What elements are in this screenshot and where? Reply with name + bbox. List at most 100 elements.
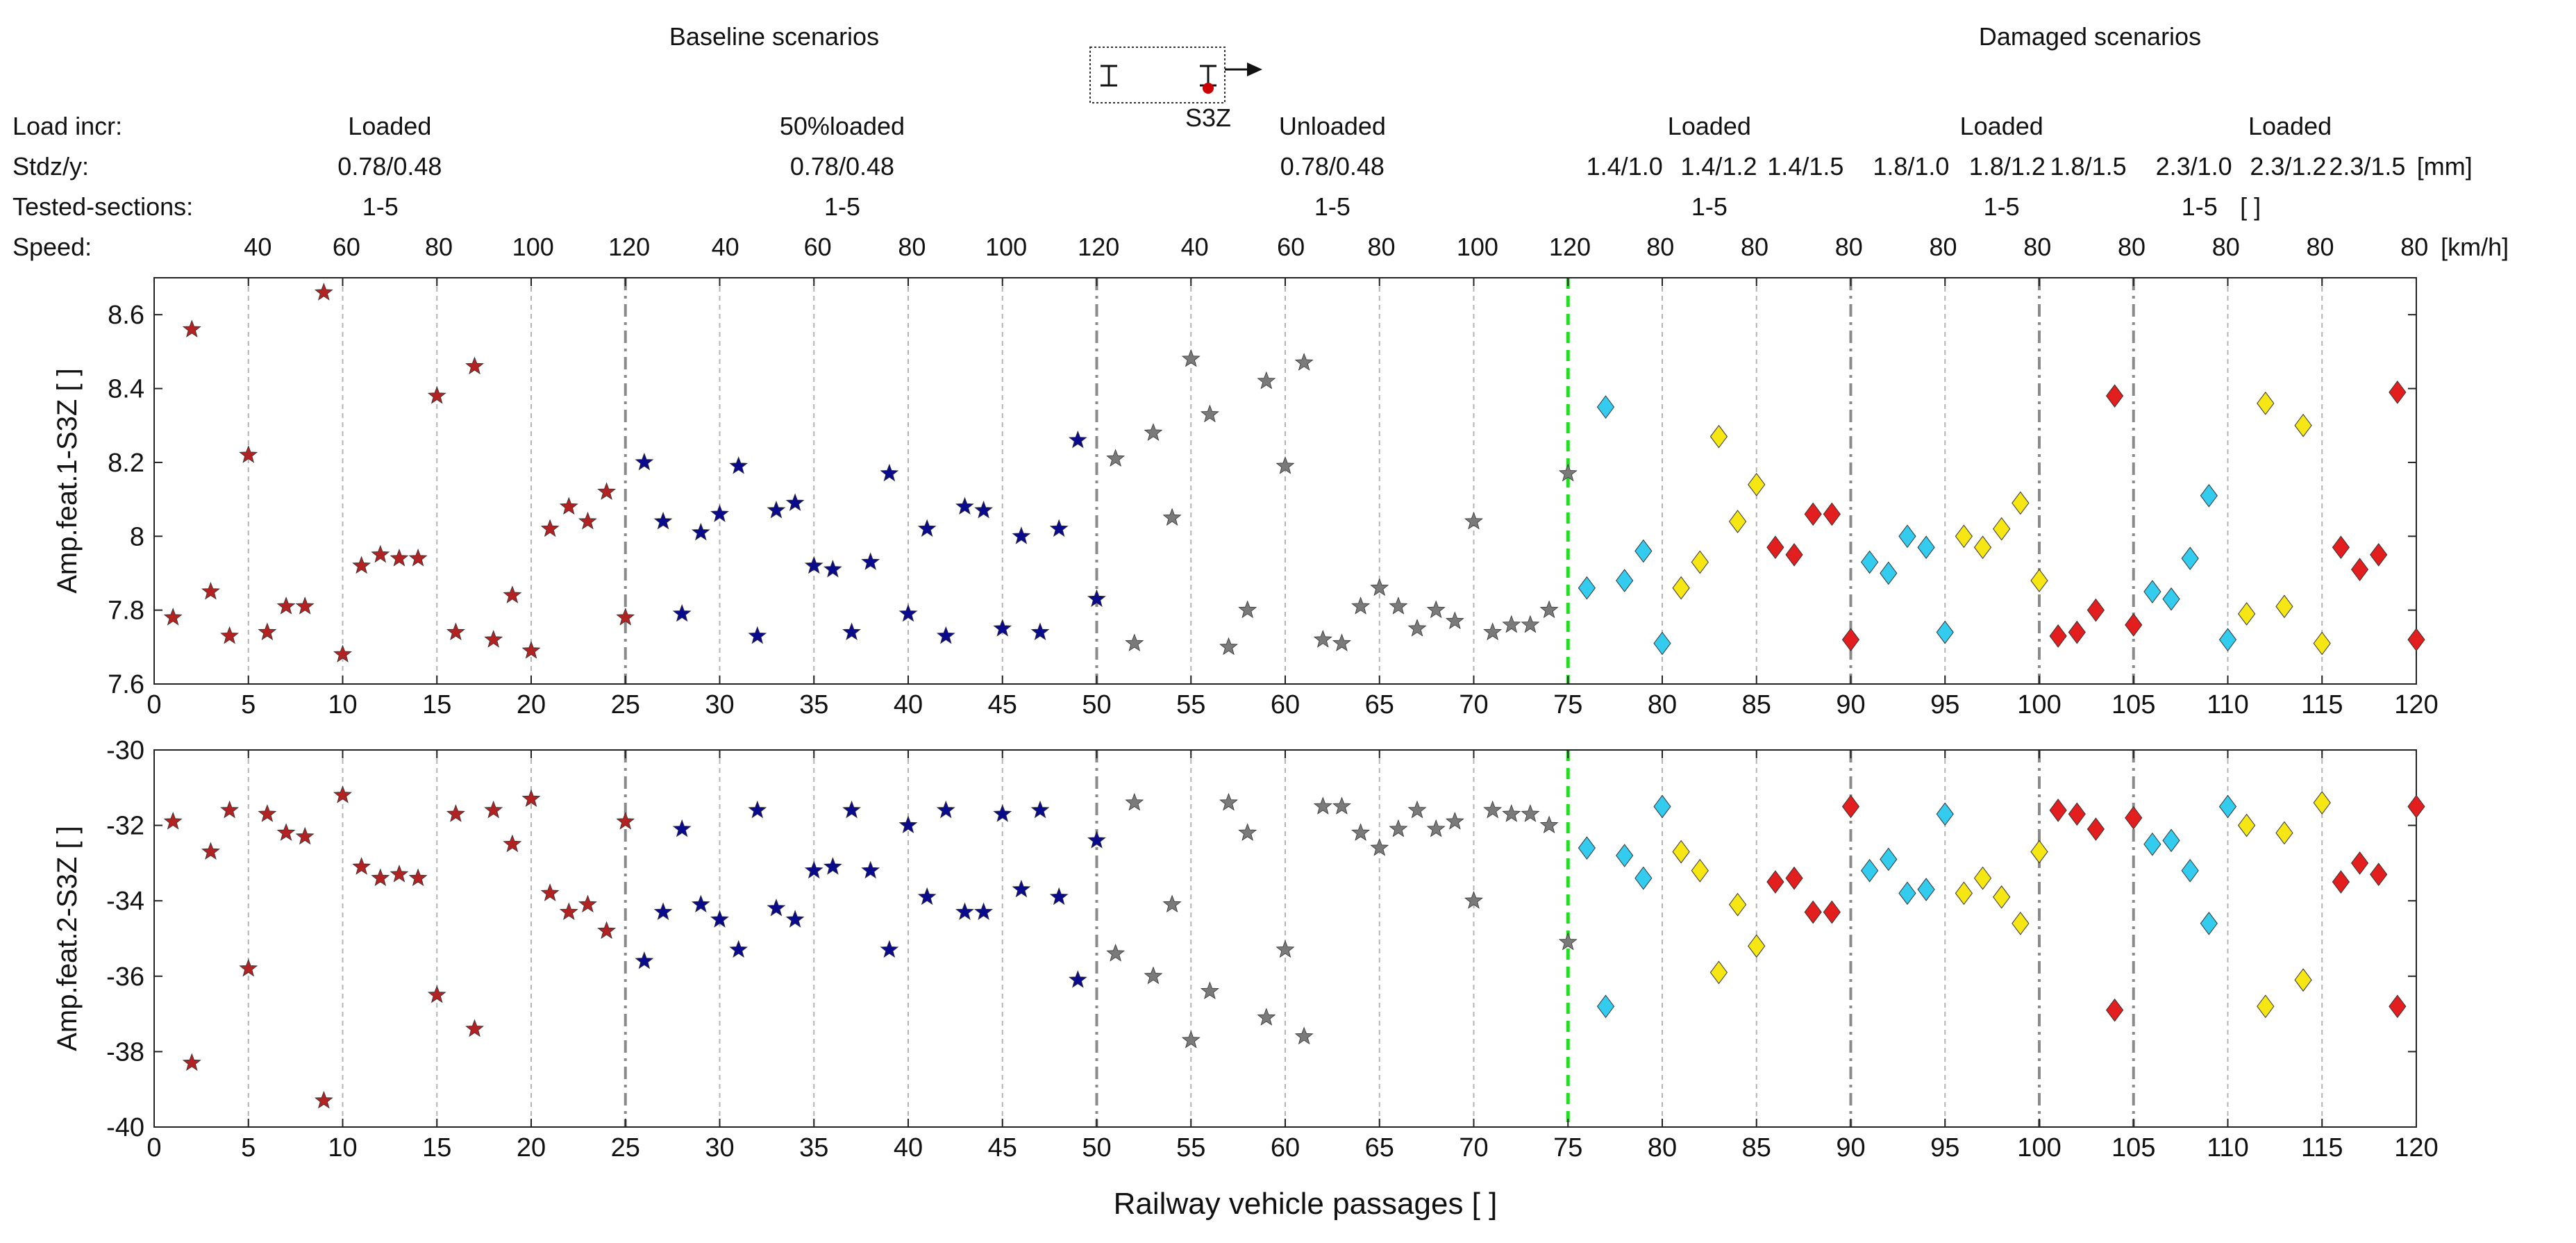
data-point-star	[484, 630, 503, 648]
x-tick-label: 35	[799, 690, 828, 719]
x-tick-label: 110	[2207, 1133, 2249, 1162]
x-tick-label: 35	[799, 1133, 828, 1162]
data-point-diamond	[1880, 561, 1898, 585]
data-point-star	[1049, 887, 1069, 906]
data-point-star	[559, 902, 578, 920]
stdz-label: 2.3/1.2	[2250, 152, 2326, 181]
load-label: Unloaded	[1279, 112, 1386, 140]
data-point-star	[1294, 353, 1314, 371]
data-point-star	[616, 812, 635, 830]
data-point-star	[993, 619, 1012, 637]
header-rows: Loaded 50%loaded Unloaded Loaded Loaded Loade…	[244, 112, 2509, 261]
data-point-diamond	[2257, 994, 2275, 1019]
data-point-star	[767, 898, 786, 917]
data-point-diamond	[1653, 794, 1671, 819]
speed-label: 60	[1277, 233, 1305, 261]
data-point-star	[1238, 823, 1257, 841]
speed-label: 80	[1367, 233, 1395, 261]
data-point-diamond	[1917, 535, 1935, 560]
data-point-star	[446, 622, 465, 641]
data-point-star	[1426, 819, 1446, 837]
data-point-diamond	[1785, 543, 1803, 567]
data-point-star	[258, 622, 277, 641]
sensor-schematic: S3Z	[1089, 47, 1262, 132]
data-point-diamond	[1766, 535, 1784, 560]
data-point-star	[1030, 622, 1050, 641]
data-point-star	[1106, 944, 1126, 962]
data-point-diamond	[1672, 576, 1690, 600]
row-label-sections: Tested-sections:	[12, 192, 193, 221]
x-tick-label: 45	[988, 690, 1017, 719]
data-point-star	[1558, 463, 1578, 482]
support-icon-right	[1200, 65, 1216, 87]
stdz-label: 0.78/0.48	[337, 152, 442, 181]
data-point-diamond	[2049, 624, 2067, 648]
data-point-star	[503, 834, 522, 853]
data-point-star	[1068, 970, 1087, 988]
data-point-star	[1332, 633, 1351, 651]
data-point-diamond	[2332, 870, 2350, 894]
speed-label: 100	[512, 233, 554, 261]
data-point-star	[1294, 1026, 1314, 1045]
data-point-star	[1389, 597, 1408, 615]
x-tick-label: 20	[517, 690, 546, 719]
stdz-label: 1.4/1.2	[1680, 152, 1757, 181]
damaged-title: Damaged scenarios	[1979, 22, 2201, 51]
y-tick-label: 8.4	[108, 375, 144, 404]
x-tick-label: 60	[1271, 690, 1300, 719]
data-point-diamond	[2068, 620, 2086, 644]
data-point-diamond	[1917, 878, 1935, 901]
row-labels: Load incr: Stdz/y: Tested-sections: Spee…	[12, 112, 193, 261]
data-point-diamond	[1728, 892, 1747, 917]
data-point-diamond	[2294, 413, 2312, 437]
x-tick-label: 85	[1742, 1133, 1771, 1162]
data-point-star	[427, 386, 446, 404]
stdz-label: 1.8/1.5	[2050, 152, 2127, 181]
data-point-star	[220, 626, 240, 644]
data-point-star	[748, 800, 767, 819]
data-point-star	[955, 497, 974, 515]
data-point-star	[1558, 932, 1578, 951]
data-point-diamond	[2086, 598, 2105, 622]
data-point-star	[804, 556, 823, 574]
data-point-diamond	[1804, 900, 1822, 924]
data-point-star	[748, 626, 767, 644]
sections-label: 1-5	[1984, 192, 2020, 221]
x-tick-label: 70	[1459, 690, 1488, 719]
data-point-diamond	[2407, 628, 2425, 652]
data-point-diamond	[1936, 802, 1954, 826]
data-point-star	[1276, 456, 1295, 474]
data-point-star	[1125, 633, 1144, 651]
data-point-diamond	[1955, 881, 1973, 906]
data-point-star	[371, 544, 390, 563]
x-tick-label: 15	[422, 690, 451, 719]
data-point-star	[408, 868, 428, 887]
x-axis-label: Railway vehicle passages [ ]	[1114, 1187, 1498, 1221]
direction-arrow-icon	[1247, 62, 1262, 76]
data-point-diamond	[2238, 602, 2256, 626]
data-point-star	[710, 910, 729, 928]
x-tick-label: 45	[988, 1133, 1017, 1162]
data-point-star	[1539, 815, 1559, 834]
data-point-diamond	[2181, 547, 2199, 571]
data-point-star	[1502, 804, 1521, 822]
speed-label: 80	[1930, 233, 1957, 261]
data-point-star	[182, 1053, 201, 1071]
speed-label: 80	[1741, 233, 1768, 261]
data-point-diamond	[2389, 381, 2407, 404]
speed-label: 80	[1835, 233, 1863, 261]
data-point-diamond	[1880, 847, 1898, 871]
x-tick-label: 5	[241, 1133, 256, 1162]
data-point-diamond	[1973, 535, 1992, 560]
data-point-diamond	[1691, 550, 1709, 574]
load-label: Loaded	[1668, 112, 1751, 140]
x-tick-label: 65	[1365, 1133, 1394, 1162]
data-point-star	[880, 940, 899, 958]
data-point-star	[276, 823, 296, 841]
baseline-title: Baseline scenarios	[669, 22, 879, 51]
data-point-diamond	[2332, 535, 2350, 560]
data-point-diamond	[1973, 866, 1992, 890]
data-point-star	[1521, 804, 1540, 822]
data-point-star	[804, 860, 823, 879]
data-point-star	[1068, 430, 1087, 449]
